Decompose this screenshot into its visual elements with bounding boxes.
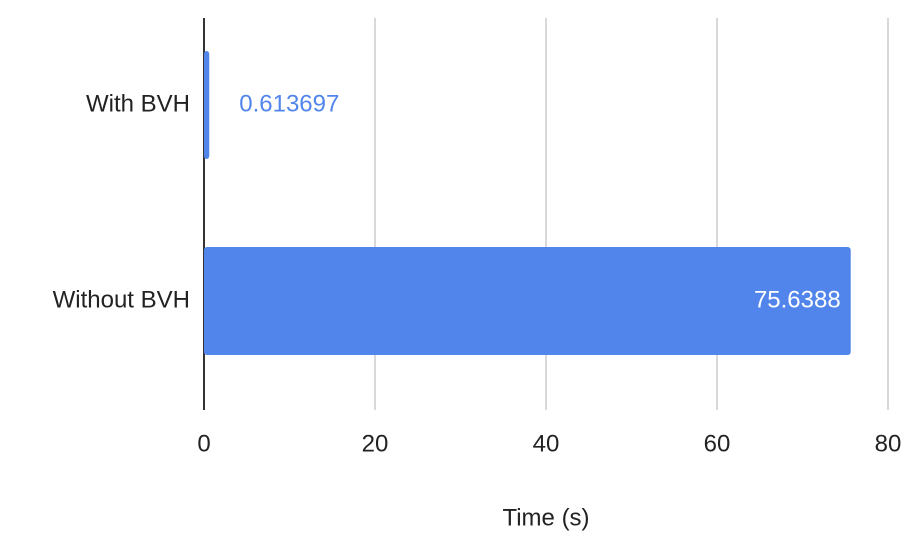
y-tick-label: Without BVH	[53, 286, 190, 313]
x-axis-title: Time (s)	[502, 504, 589, 531]
data-label: 0.613697	[239, 90, 339, 117]
y-tick-label: With BVH	[86, 90, 190, 117]
x-tick-label: 80	[875, 430, 902, 457]
x-tick-label: 60	[704, 430, 731, 457]
bar	[204, 51, 210, 159]
x-tick-label: 40	[533, 430, 560, 457]
data-label: 75.6388	[754, 286, 841, 313]
x-tick-label: 20	[362, 430, 389, 457]
x-tick-label: 0	[197, 430, 210, 457]
bar	[204, 247, 851, 355]
